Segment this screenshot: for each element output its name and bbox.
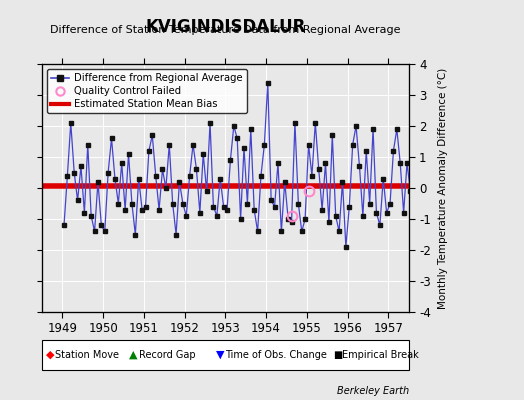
Text: Record Gap: Record Gap	[139, 350, 195, 360]
Y-axis label: Monthly Temperature Anomaly Difference (°C): Monthly Temperature Anomaly Difference (…	[438, 67, 448, 309]
Text: ▼: ▼	[216, 350, 224, 360]
Text: ◆: ◆	[46, 350, 54, 360]
Legend: Difference from Regional Average, Quality Control Failed, Estimated Station Mean: Difference from Regional Average, Qualit…	[47, 69, 247, 113]
Text: Station Move: Station Move	[55, 350, 119, 360]
Title: Difference of Station Temperature Data from Regional Average: Difference of Station Temperature Data f…	[50, 26, 400, 36]
Text: Time of Obs. Change: Time of Obs. Change	[225, 350, 327, 360]
Text: KVIGINDISDALUR: KVIGINDISDALUR	[145, 18, 305, 36]
Text: Berkeley Earth: Berkeley Earth	[336, 386, 409, 396]
Text: ■: ■	[333, 350, 343, 360]
Text: Empirical Break: Empirical Break	[342, 350, 419, 360]
Text: ▲: ▲	[129, 350, 138, 360]
